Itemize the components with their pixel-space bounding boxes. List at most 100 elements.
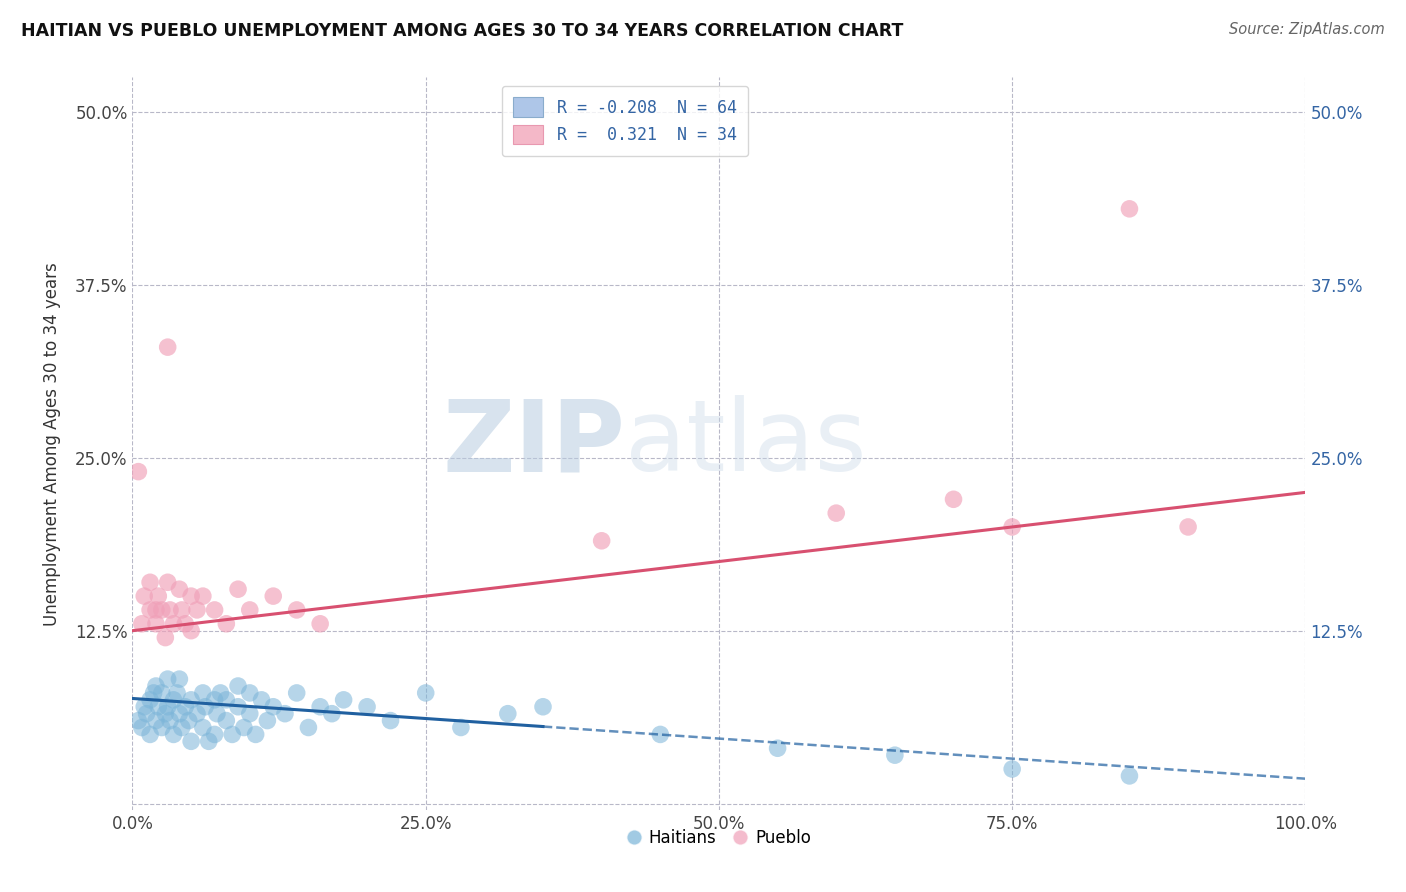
Point [262, 699, 284, 714]
Point [174, 699, 197, 714]
Point [285, 603, 308, 617]
Point [145, 679, 167, 693]
Point [825, 506, 848, 520]
Point [156, 575, 179, 590]
Point [232, 721, 254, 735]
Point [134, 589, 156, 603]
Point [145, 714, 167, 728]
Point [215, 714, 238, 728]
Point [145, 616, 167, 631]
Point [174, 616, 197, 631]
Point [205, 706, 228, 721]
Point [162, 693, 184, 707]
Point [285, 686, 308, 700]
Point [180, 589, 202, 603]
Point [142, 686, 165, 700]
Point [180, 734, 202, 748]
Point [496, 706, 519, 721]
Point [309, 699, 332, 714]
Point [191, 589, 214, 603]
Point [131, 721, 153, 735]
Point [139, 575, 162, 590]
Point [1001, 520, 1024, 534]
Point [162, 727, 184, 741]
Point [191, 721, 214, 735]
Point [180, 693, 202, 707]
Point [177, 714, 200, 728]
Point [239, 686, 262, 700]
Point [204, 727, 226, 741]
Point [321, 706, 343, 721]
Point [942, 492, 965, 507]
Point [170, 721, 193, 735]
Text: atlas: atlas [626, 395, 866, 492]
Legend: Haitians, Pueblo: Haitians, Pueblo [620, 822, 817, 854]
Point [256, 714, 278, 728]
Point [194, 699, 217, 714]
Point [169, 582, 191, 597]
Point [150, 686, 173, 700]
Point [766, 741, 789, 756]
Text: HAITIAN VS PUEBLO UNEMPLOYMENT AMONG AGES 30 TO 34 YEARS CORRELATION CHART: HAITIAN VS PUEBLO UNEMPLOYMENT AMONG AGE… [21, 22, 904, 40]
Point [135, 706, 157, 721]
Point [1118, 202, 1140, 216]
Point [155, 706, 177, 721]
Point [209, 686, 232, 700]
Point [186, 706, 208, 721]
Point [150, 721, 173, 735]
Point [650, 727, 672, 741]
Point [221, 727, 243, 741]
Point [156, 672, 179, 686]
Point [1177, 520, 1199, 534]
Point [170, 603, 193, 617]
Point [169, 672, 191, 686]
Point [1118, 769, 1140, 783]
Point [274, 706, 297, 721]
Point [309, 616, 332, 631]
Point [139, 603, 162, 617]
Point [150, 603, 173, 617]
Point [591, 533, 613, 548]
Point [262, 589, 284, 603]
Point [127, 465, 149, 479]
Text: ZIP: ZIP [443, 395, 626, 492]
Point [215, 616, 238, 631]
Point [180, 624, 202, 638]
Point [191, 686, 214, 700]
Point [145, 603, 167, 617]
Point [127, 714, 149, 728]
Text: Source: ZipAtlas.com: Source: ZipAtlas.com [1229, 22, 1385, 37]
Point [131, 616, 153, 631]
Point [166, 686, 188, 700]
Point [531, 699, 554, 714]
Point [156, 340, 179, 354]
Point [155, 631, 177, 645]
Point [215, 693, 238, 707]
Point [356, 699, 378, 714]
Point [156, 699, 179, 714]
Point [139, 693, 162, 707]
Point [239, 706, 262, 721]
Point [162, 616, 184, 631]
Point [186, 603, 208, 617]
Point [226, 582, 249, 597]
Point [204, 603, 226, 617]
Point [239, 603, 262, 617]
Point [204, 693, 226, 707]
Point [332, 693, 354, 707]
Point [169, 706, 191, 721]
Point [415, 686, 437, 700]
Point [159, 714, 181, 728]
Point [245, 727, 267, 741]
Point [139, 727, 162, 741]
Point [159, 603, 181, 617]
Point [250, 693, 273, 707]
Point [226, 679, 249, 693]
Point [297, 721, 319, 735]
Point [226, 699, 249, 714]
Point [450, 721, 472, 735]
Point [148, 699, 170, 714]
Y-axis label: Unemployment Among Ages 30 to 34 years: Unemployment Among Ages 30 to 34 years [44, 262, 60, 626]
Point [883, 748, 905, 763]
Point [148, 589, 170, 603]
